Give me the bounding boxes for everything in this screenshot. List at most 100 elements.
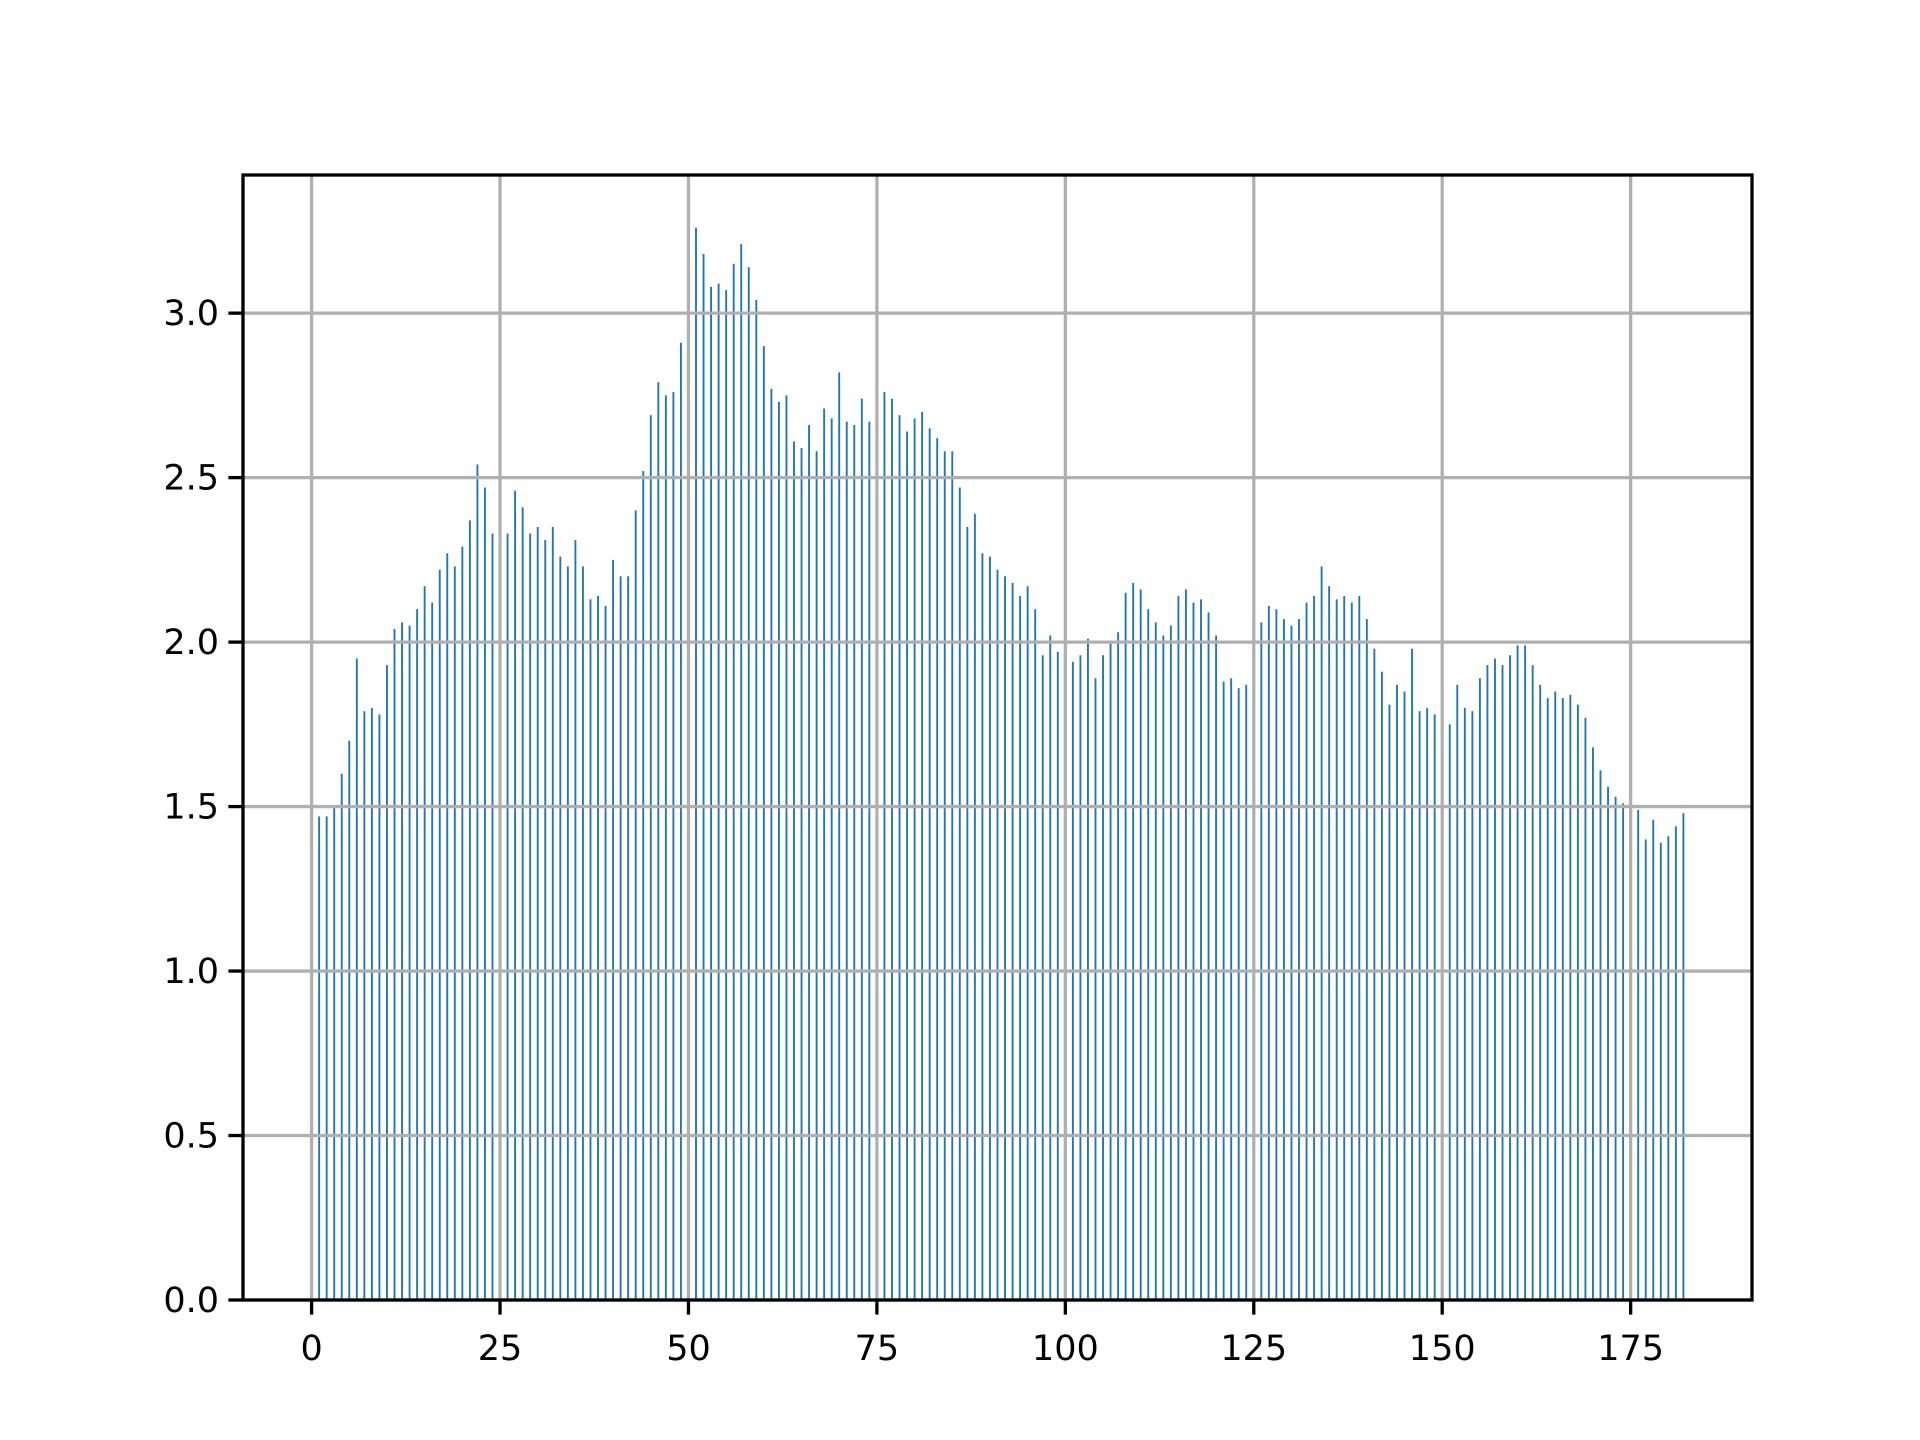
bar (981, 553, 984, 1300)
bar (830, 418, 833, 1301)
bar (1169, 625, 1172, 1300)
bar (1079, 655, 1082, 1300)
bar (672, 392, 675, 1301)
bar (1049, 635, 1052, 1300)
bar (1320, 566, 1323, 1300)
x-tick-label: 150 (1409, 1329, 1476, 1369)
bar (1667, 836, 1670, 1300)
bar (597, 596, 599, 1300)
bar (1192, 602, 1195, 1300)
bar (973, 513, 976, 1300)
bar (506, 533, 509, 1300)
bar (1026, 586, 1029, 1300)
bar (1501, 665, 1504, 1300)
bar (1365, 619, 1368, 1300)
bar (710, 286, 713, 1300)
bar (1403, 691, 1406, 1300)
bar (1478, 678, 1481, 1300)
bar (1313, 596, 1316, 1300)
bar (649, 415, 652, 1300)
bar (1237, 688, 1240, 1300)
bar (423, 586, 426, 1300)
bar (408, 625, 411, 1300)
bar (1177, 596, 1180, 1300)
bar (378, 714, 381, 1300)
bar (913, 418, 916, 1301)
bar (958, 487, 961, 1300)
bar (1652, 819, 1655, 1300)
bar (1599, 770, 1602, 1300)
bar (634, 510, 637, 1300)
bar (401, 622, 403, 1300)
bar (1592, 747, 1594, 1300)
bar (966, 526, 969, 1300)
bar (1554, 691, 1557, 1300)
bar (1162, 635, 1165, 1300)
bar (461, 546, 464, 1300)
bar (1267, 605, 1270, 1300)
bar (755, 300, 758, 1300)
bar (770, 388, 773, 1300)
bar (1637, 809, 1640, 1300)
bar (845, 421, 848, 1300)
bar (732, 263, 735, 1300)
bar (1426, 707, 1429, 1300)
bar (1358, 596, 1361, 1300)
bar (566, 566, 569, 1300)
bar (717, 283, 720, 1301)
bar (348, 740, 351, 1300)
x-tick-label: 25 (478, 1329, 523, 1369)
bar (529, 533, 532, 1300)
bar (898, 415, 901, 1300)
bar (725, 290, 728, 1300)
bar (740, 244, 743, 1300)
bar (1644, 839, 1647, 1300)
bar (785, 395, 788, 1300)
bar (838, 372, 841, 1300)
x-tick-label: 175 (1597, 1329, 1664, 1369)
bar (1004, 576, 1006, 1300)
bar (747, 267, 750, 1301)
bar (325, 816, 328, 1300)
bar (1471, 711, 1474, 1300)
bar (431, 602, 434, 1300)
bar (868, 421, 871, 1300)
bar (1298, 619, 1300, 1300)
bar (1056, 651, 1059, 1300)
bar (536, 526, 539, 1300)
bar (921, 411, 924, 1300)
bar (1124, 592, 1127, 1300)
bar (1584, 717, 1587, 1300)
bar (619, 576, 622, 1300)
bar (1674, 826, 1677, 1300)
y-tick-label: 3.0 (163, 294, 219, 334)
bar (793, 441, 795, 1300)
bar (664, 395, 667, 1300)
y-tick-label: 2.0 (163, 623, 219, 663)
bar (1448, 724, 1451, 1300)
bar (1200, 599, 1202, 1300)
bar (559, 556, 562, 1300)
bar (1682, 813, 1685, 1300)
bar (800, 448, 803, 1300)
bar (1041, 655, 1044, 1300)
bar (1335, 599, 1338, 1300)
bar (906, 431, 908, 1300)
x-tick-label: 75 (855, 1329, 900, 1369)
bar (1343, 596, 1346, 1300)
y-tick-label: 1.5 (163, 788, 219, 828)
bar (808, 425, 811, 1300)
bar (604, 605, 607, 1300)
bar (1456, 684, 1459, 1300)
bar (1433, 714, 1436, 1300)
bar (416, 609, 419, 1300)
bar (1147, 609, 1150, 1300)
bar (891, 398, 893, 1300)
bar (1411, 648, 1414, 1300)
bar (1531, 665, 1534, 1300)
y-tick-label: 0.0 (163, 1281, 219, 1321)
bar (1071, 661, 1074, 1300)
y-tick-label: 1.0 (163, 952, 219, 992)
bar (521, 507, 524, 1301)
